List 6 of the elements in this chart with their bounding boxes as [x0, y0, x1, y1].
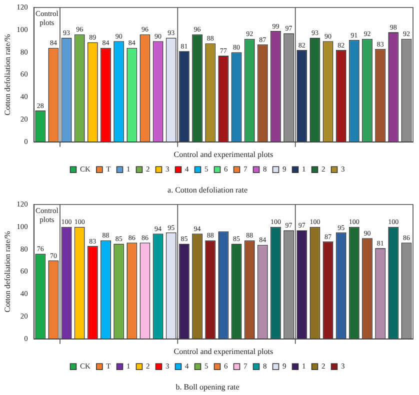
x-axis-title: Control and experimental plots — [174, 150, 274, 160]
y-axis-title: Cotton defoliation rate/% — [2, 230, 12, 312]
x-axis-title: Control and experimental plots — [174, 347, 274, 356]
y-axis-title: Cotton defoliation rate/% — [2, 34, 12, 116]
text: b. Boll opening rate — [176, 382, 240, 392]
text: a. Cotton defoliation rate — [168, 185, 248, 194]
